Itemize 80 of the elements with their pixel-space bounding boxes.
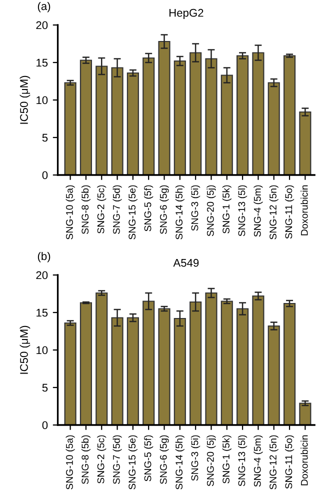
x-tick-label: SNG-20 (5j) <box>206 435 216 486</box>
x-tick-label: SNG-15 (5e) <box>128 185 138 240</box>
x-tick-label: SNG-6 (5g) <box>160 435 169 484</box>
x-tick-label: SNG-7 (5d) <box>112 185 122 234</box>
y-tick-label: 10 <box>36 96 48 104</box>
x-tick-label: SNG-10 (5a) <box>66 435 75 490</box>
x-tick-label: SNG-6 (5g) <box>160 185 169 234</box>
bar <box>268 325 280 425</box>
bar <box>111 317 124 425</box>
bar <box>236 308 249 425</box>
y-tick-label: 15 <box>36 308 48 317</box>
x-tick-label: SNG-5 (5f) <box>144 185 154 232</box>
bar <box>174 60 186 175</box>
chart-title: HepG2 <box>169 8 204 19</box>
x-tick-label: SNG-3 (5i) <box>191 435 200 481</box>
y-axis-title: IC50 (μM) <box>20 326 30 374</box>
text: (b) <box>38 252 50 262</box>
y-tick-label: 15 <box>36 58 48 67</box>
chart-title: A549 <box>173 258 199 267</box>
bar <box>80 60 92 175</box>
bar <box>220 300 233 425</box>
x-tick-label: SNG-4 (5m) <box>254 185 263 237</box>
y-tick-label: 5 <box>42 384 48 392</box>
x-tick-label: SNG-13 (5l) <box>238 435 248 486</box>
x-tick-label: SNG-15 (5e) <box>128 435 138 490</box>
bar <box>96 292 108 425</box>
text: (a) <box>38 2 50 12</box>
y-axis-title: IC50 (μM) <box>20 76 30 124</box>
x-tick-label: SNG-1 (5k) <box>222 185 232 234</box>
bar <box>126 72 139 175</box>
x-tick-label: SNG-13 (5l) <box>238 185 248 236</box>
x-tick-label: SNG-8 (5b) <box>81 435 90 484</box>
y-tick-label: 0 <box>42 171 48 180</box>
bar <box>252 52 264 175</box>
bar <box>96 66 108 175</box>
bar <box>111 67 124 175</box>
x-tick-label: SNG-20 (5j) <box>206 185 216 236</box>
x-tick-label: SNG-14 (5h) <box>175 435 184 490</box>
x-tick-label: SNG-11 (5o) <box>284 435 294 489</box>
bar <box>299 402 312 425</box>
bar <box>236 55 249 175</box>
bar <box>64 82 76 175</box>
bar <box>299 111 312 175</box>
bar <box>80 302 92 425</box>
x-tick-label: SNG-5 (5f) <box>144 435 154 482</box>
bar <box>190 52 202 175</box>
y-tick-label: 5 <box>42 134 48 142</box>
bar <box>158 40 170 175</box>
x-tick-label: SNG-12 (5n) <box>269 435 278 490</box>
bar <box>158 308 170 425</box>
bar <box>174 318 186 425</box>
x-tick-label: SNG-8 (5b) <box>81 185 90 234</box>
bar <box>283 302 296 425</box>
bar <box>220 74 233 175</box>
bar <box>142 300 155 425</box>
bar <box>205 58 218 175</box>
x-tick-label: SNG-2 (5c) <box>97 185 106 234</box>
bar <box>283 55 296 175</box>
bar <box>64 322 76 425</box>
x-tick-label: SNG-14 (5h) <box>175 185 184 240</box>
x-tick-label: Doxorubicin <box>300 185 308 236</box>
bar <box>252 295 264 425</box>
x-tick-label: SNG-1 (5k) <box>222 435 232 484</box>
bar <box>190 301 202 425</box>
x-tick-label: SNG-12 (5n) <box>269 185 278 240</box>
x-tick-label: SNG-3 (5i) <box>191 185 200 231</box>
y-tick-label: 20 <box>36 271 48 280</box>
x-tick-label: SNG-4 (5m) <box>254 435 263 487</box>
bar <box>142 57 155 175</box>
bar <box>268 82 280 175</box>
y-tick-label: 10 <box>36 346 48 354</box>
y-tick-label: 20 <box>36 21 48 30</box>
y-tick-label: 0 <box>42 421 48 430</box>
bar <box>205 292 218 425</box>
x-tick-label: SNG-11 (5o) <box>284 185 294 239</box>
x-tick-label: SNG-7 (5d) <box>112 435 122 484</box>
x-tick-label: SNG-10 (5a) <box>66 185 75 240</box>
x-tick-label: SNG-2 (5c) <box>97 435 106 484</box>
x-tick-label: Doxorubicin <box>300 435 308 486</box>
bar <box>126 317 139 425</box>
